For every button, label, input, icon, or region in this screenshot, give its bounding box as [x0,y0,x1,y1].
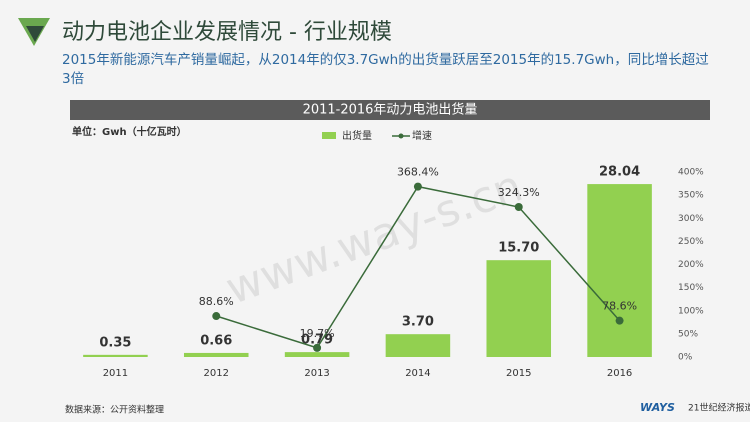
legend-label: 出货量 [342,129,372,142]
y2-tick-label: 0% [678,353,693,363]
bar [486,260,552,357]
title: 动力电池企业发展情况 - 行业规模 [62,20,392,45]
bar [284,352,350,357]
line-point [413,182,422,191]
subtitle: 2015年新能源汽车产销量崛起，从2014年的仅3.7Gwh的出货量跃居至201… [62,52,709,87]
y2-tick-label: 200% [678,260,704,270]
data-label: 324.3% [498,186,540,199]
y2-tick-label: 350% [678,191,704,201]
data-label: 368.4% [397,166,439,179]
x-tick-label: 2014 [405,368,430,379]
y2-tick-label: 100% [678,306,704,316]
x-tick-label: 2011 [103,368,128,379]
source: 数据来源：公开资料整理 [65,404,164,416]
unit-label: 单位：Gwh（十亿瓦时） [72,125,187,138]
logo-shape [26,26,44,42]
y2-tick-label: 150% [678,283,704,293]
data-label: 3.70 [402,315,434,330]
legend-swatch [322,132,336,139]
x-tick-label: 2012 [204,368,229,379]
watermark: www.way-s.cn [219,161,529,315]
data-label: 0.66 [200,333,232,348]
line-point [615,316,624,325]
y2-tick-label: 300% [678,214,704,224]
data-label: 19.7% [300,327,335,340]
bar [587,184,652,357]
line-point [514,203,523,212]
bar [183,352,249,357]
x-tick-label: 2015 [506,368,531,379]
x-tick-label: 2013 [304,368,329,379]
line-point [212,312,221,321]
bar [385,334,451,357]
data-label: 0.35 [99,335,131,350]
data-label: 15.70 [498,241,539,256]
data-label: 88.6% [199,295,234,308]
legend-swatch [398,133,404,139]
x-tick-label: 2016 [607,368,632,379]
line-point [313,343,322,352]
data-label: 78.6% [602,300,637,313]
y2-tick-label: 250% [678,237,704,247]
bar [83,354,148,357]
logo-text: 21世纪经济报道 [688,402,750,414]
y2-tick-label: 50% [678,329,698,339]
logo-text: WAYS [640,401,675,414]
chart-header [70,100,710,120]
chart-title: 2011-2016年动力电池出货量 [303,102,478,118]
y2-tick-label: 400% [678,168,704,178]
legend-label: 增速 [412,129,432,142]
data-label: 28.04 [599,165,640,180]
